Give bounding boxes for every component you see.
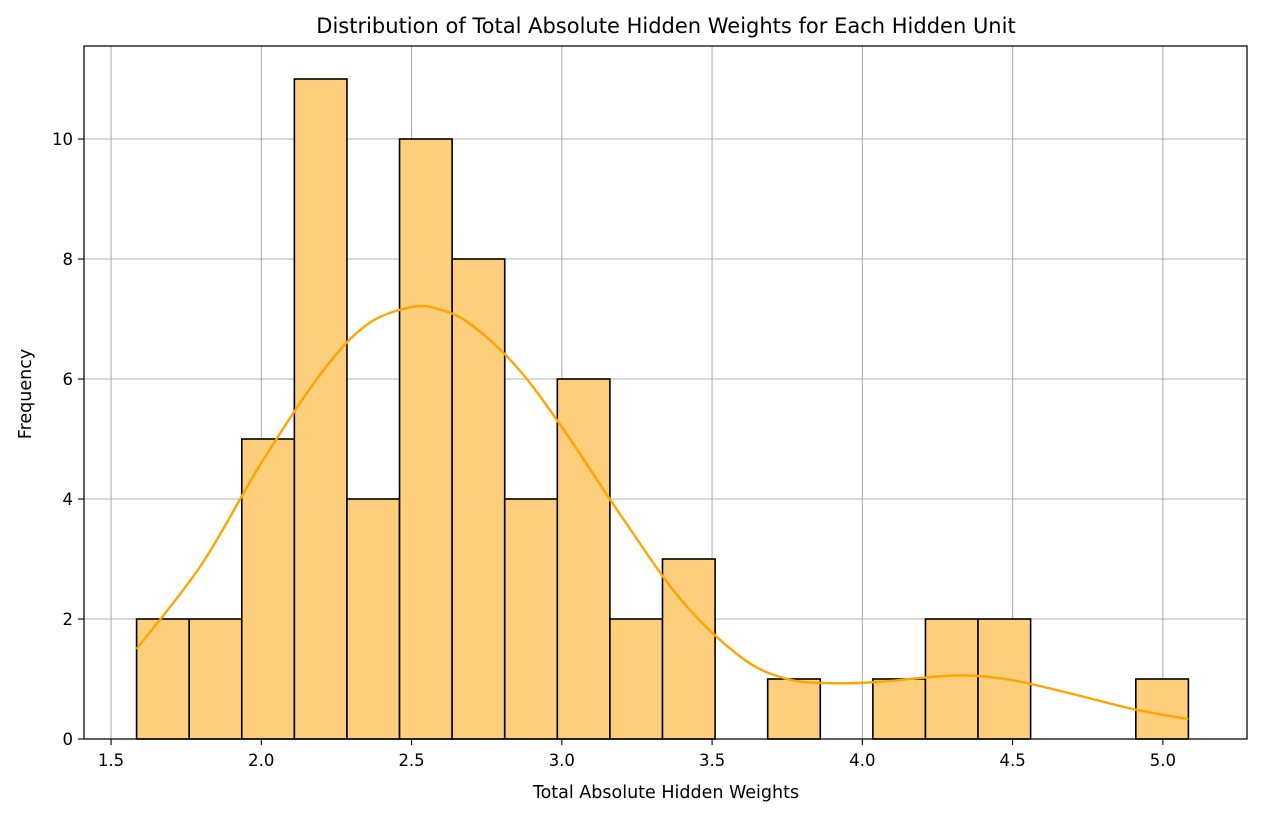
histogram-bar — [503, 498, 559, 740]
y-tick-label: 4 — [63, 490, 74, 509]
x-tick-label: 3.5 — [699, 751, 725, 770]
histogram-bar — [766, 678, 822, 740]
histogram-bar — [346, 498, 401, 740]
x-axis-label: Total Absolute Hidden Weights — [532, 783, 799, 803]
kde-curve — [135, 304, 1189, 721]
x-tick-label: 5.0 — [1150, 751, 1176, 770]
y-axis-label: Frequency — [16, 349, 36, 439]
histogram-bar — [924, 618, 979, 740]
histogram-bar — [556, 378, 611, 740]
y-tick-label: 2 — [63, 610, 74, 629]
x-tick-label: 2.5 — [398, 751, 424, 770]
histogram-bar — [188, 618, 243, 740]
x-tick-label: 1.5 — [98, 751, 124, 770]
y-tick-label: 0 — [63, 730, 74, 749]
y-tick-label: 10 — [52, 130, 73, 149]
histogram-bar — [609, 618, 664, 740]
x-axis-ticks: 1.5 2.0 2.5 3.0 3.5 4.0 4.5 5.0 — [98, 739, 1176, 770]
histogram-bars — [135, 78, 1190, 740]
x-tick-label: 4.5 — [999, 751, 1025, 770]
x-tick-label: 3.0 — [549, 751, 575, 770]
y-axis-ticks: 0 2 4 6 8 10 — [52, 130, 84, 749]
chart-title: Distribution of Total Absolute Hidden We… — [316, 14, 1015, 38]
plot-frame — [83, 45, 1248, 740]
x-tick-label: 4.0 — [849, 751, 875, 770]
histogram-bar — [872, 678, 927, 740]
histogram-bar — [135, 618, 190, 740]
y-tick-label: 8 — [63, 250, 74, 269]
x-tick-label: 2.0 — [248, 751, 274, 770]
y-tick-label: 6 — [63, 370, 74, 389]
histogram-bar — [398, 138, 453, 740]
histogram-bar — [293, 78, 348, 740]
histogram-bar — [1135, 678, 1190, 740]
